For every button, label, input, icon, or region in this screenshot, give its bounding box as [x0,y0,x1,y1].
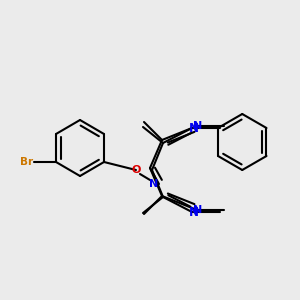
Text: N: N [189,122,199,134]
Text: Br: Br [20,157,33,167]
Text: O: O [131,165,141,175]
Text: N: N [194,121,202,131]
Text: N: N [149,179,159,189]
Text: N: N [189,206,199,218]
Text: N: N [194,205,202,215]
